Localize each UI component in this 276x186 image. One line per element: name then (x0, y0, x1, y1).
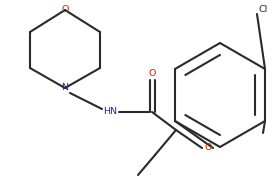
Text: HN: HN (103, 108, 117, 116)
Text: O: O (148, 70, 156, 78)
Text: O: O (61, 6, 69, 15)
Text: O: O (204, 144, 212, 153)
Text: N: N (62, 84, 68, 92)
Text: Cl: Cl (258, 6, 268, 15)
